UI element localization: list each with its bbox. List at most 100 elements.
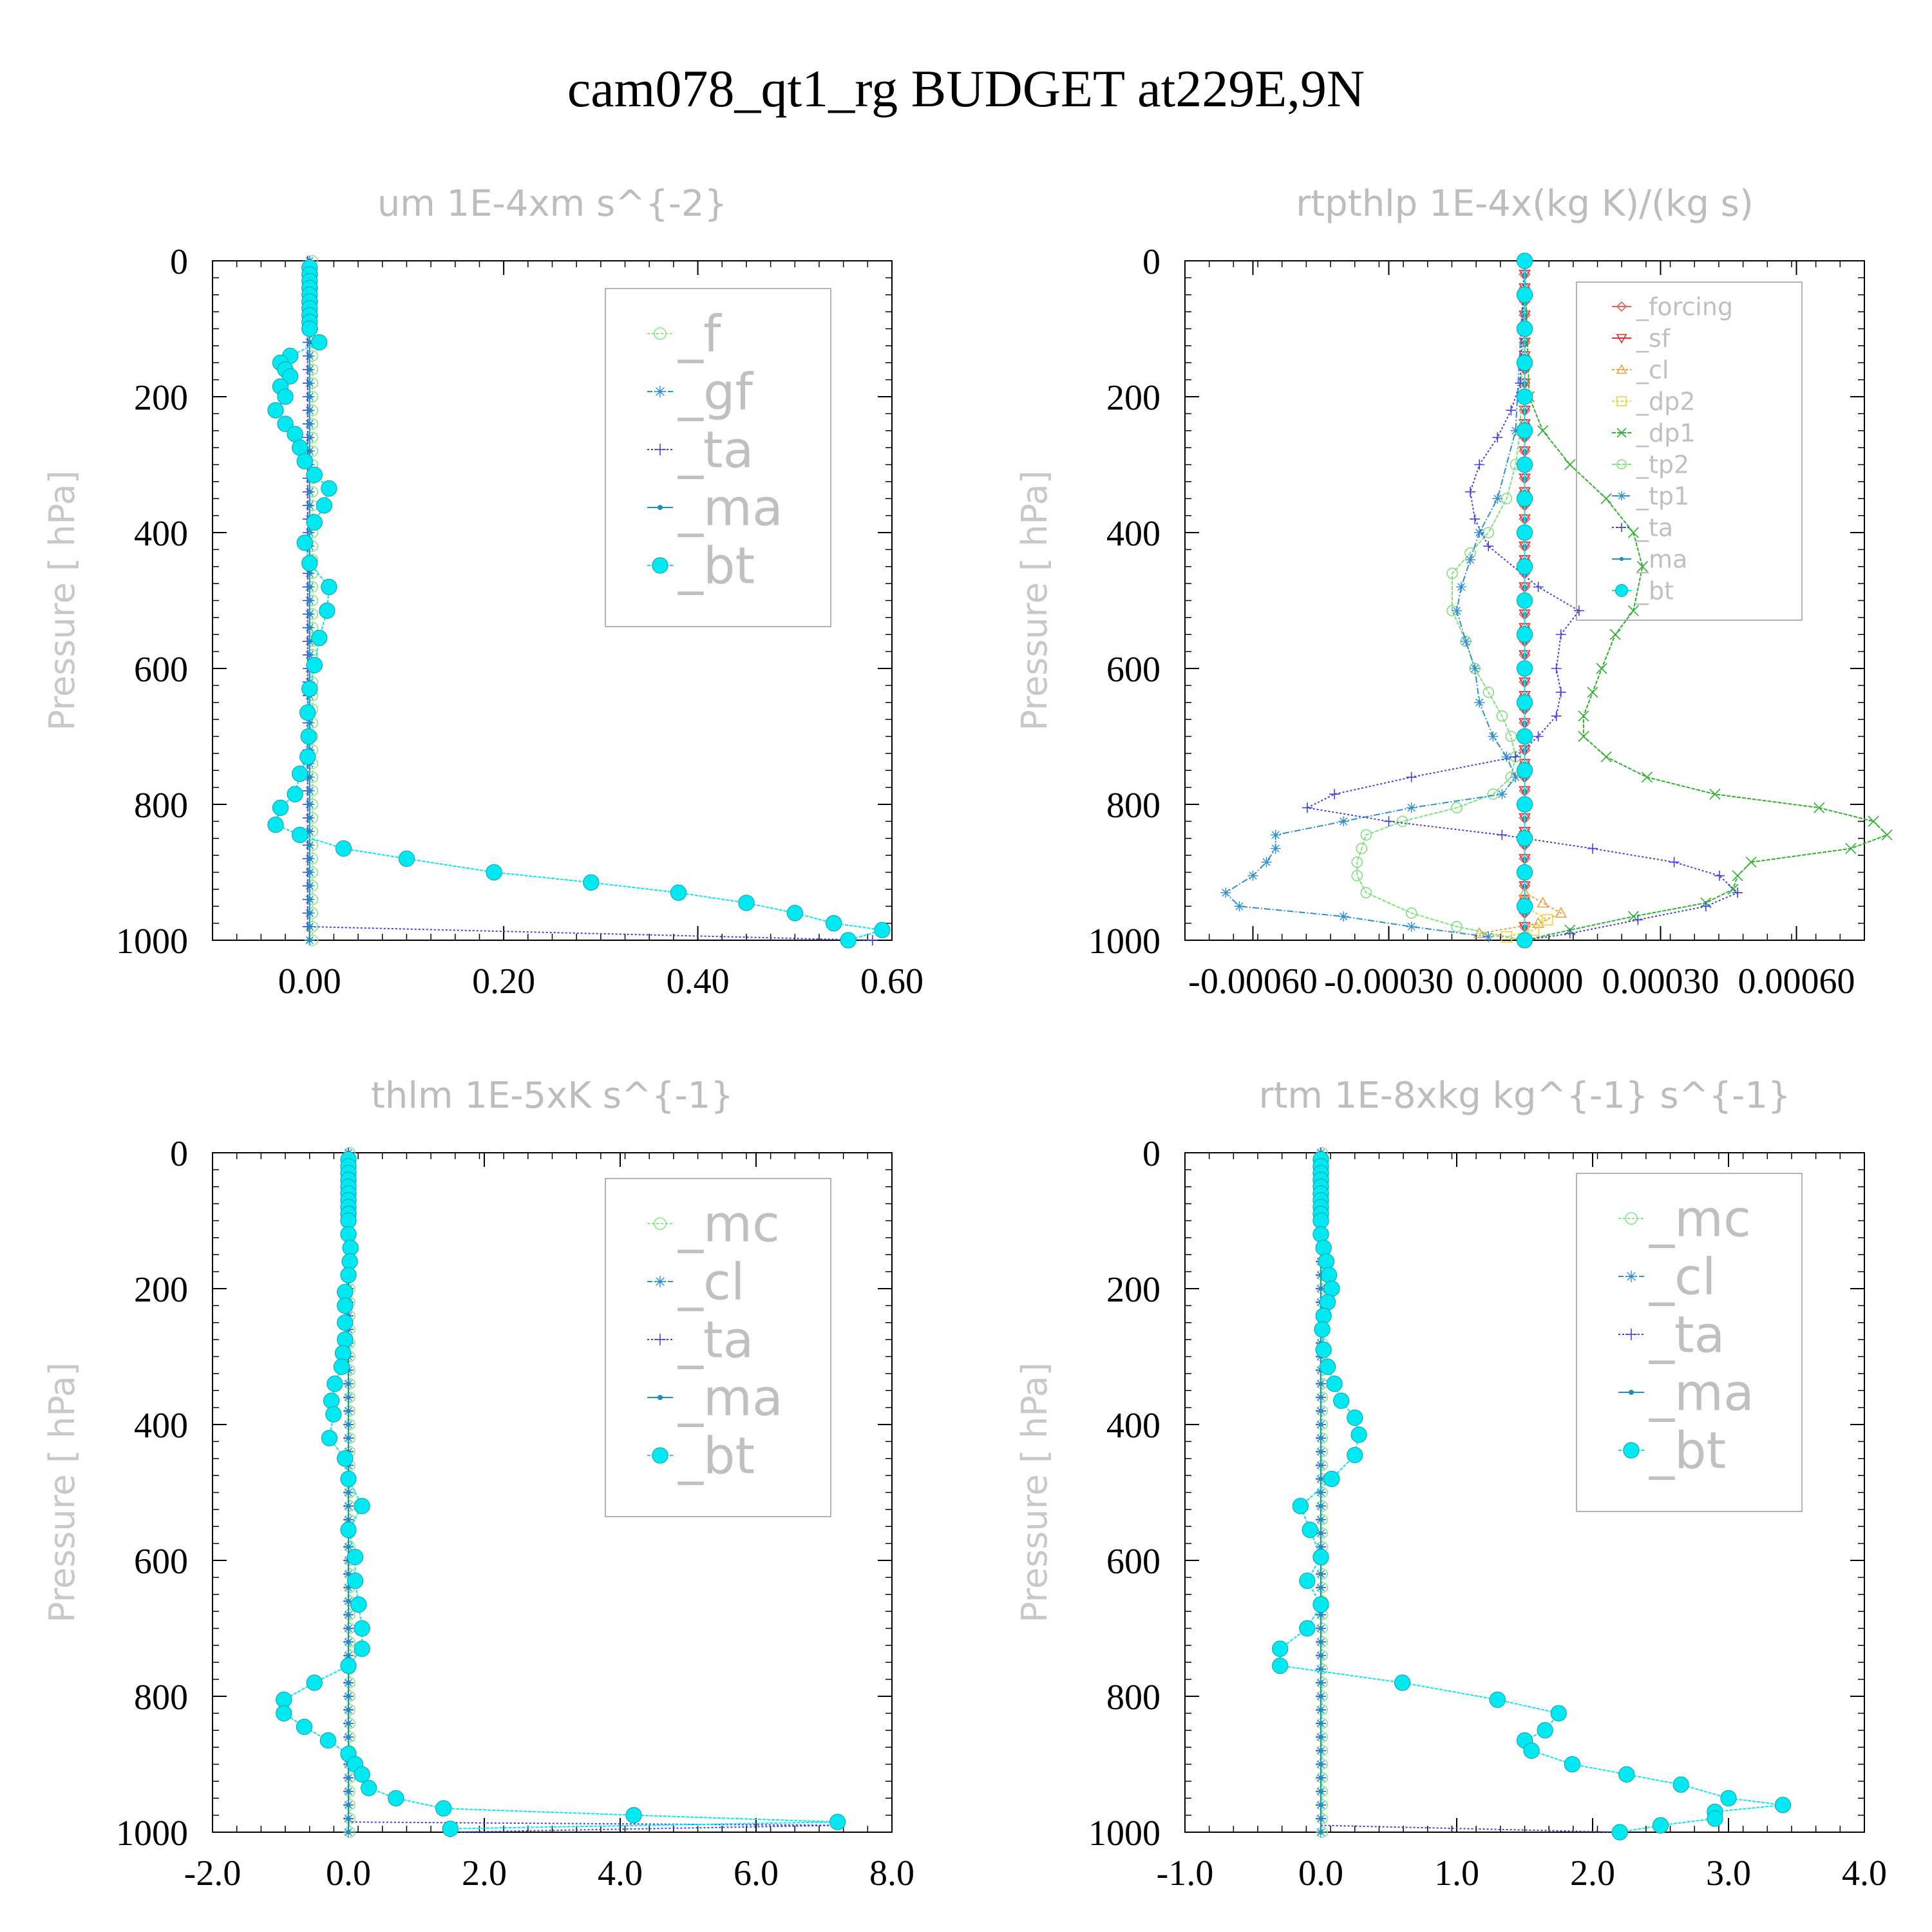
data-point: [1516, 694, 1533, 711]
data-point: [1299, 1573, 1316, 1589]
data-point: [1318, 1585, 1323, 1590]
legend-marker: [1616, 364, 1627, 374]
data-point: [267, 817, 284, 833]
data-point: [306, 466, 323, 483]
legend-box: [1576, 281, 1803, 621]
data-point: [486, 864, 502, 881]
data-point: [1483, 541, 1494, 552]
data-point: [1318, 1776, 1323, 1781]
data-point: [346, 1549, 364, 1566]
panel-title: rtpthlp 1E-4x(kg K)/(kg s): [1296, 183, 1754, 225]
data-point: [1315, 1240, 1332, 1256]
data-point: [1465, 486, 1476, 497]
data-point: [1587, 843, 1598, 854]
data-point: [583, 874, 600, 891]
data-point: [307, 652, 312, 658]
data-point: [307, 625, 312, 630]
data-point: [354, 1766, 370, 1783]
data-point: [1314, 1321, 1331, 1338]
data-point: [1516, 728, 1533, 745]
data-point: [1360, 887, 1372, 898]
data-point: [346, 1598, 351, 1604]
data-point: [307, 924, 312, 929]
data-point: [1555, 687, 1566, 697]
data-point: [346, 1707, 351, 1712]
data-point: [1596, 663, 1607, 674]
data-point: [1319, 1294, 1336, 1311]
legend: _mc_cl_ta_ma_bt: [605, 1178, 831, 1517]
y-tick-label: 200: [134, 1270, 188, 1310]
x-tick-label: 0.0: [326, 1853, 371, 1893]
data-point: [296, 453, 313, 469]
legend-marker: [1616, 301, 1627, 312]
legend-label: _ma: [1649, 1364, 1754, 1422]
data-point: [1318, 1531, 1323, 1536]
data-point: [1347, 1446, 1363, 1464]
legend-label: _gf: [677, 363, 754, 421]
data-point: [829, 1814, 846, 1830]
data-point: [346, 1381, 351, 1387]
data-point: [346, 1640, 351, 1645]
y-tick-label: 400: [1106, 514, 1160, 554]
data-point: [346, 1422, 351, 1427]
data-point: [1326, 1376, 1343, 1392]
panel-4: rtm 1E-8xkg kg^{-1} s^{-1} Pressure [ hPa…: [1014, 1075, 1887, 1893]
data-point: [1318, 1571, 1323, 1577]
data-point: [1627, 527, 1639, 538]
data-point: [1318, 1612, 1323, 1617]
data-point: [1492, 493, 1503, 504]
data-point: [346, 1816, 351, 1821]
data-point: [307, 775, 312, 780]
data-point: [1587, 687, 1598, 698]
data-point: [1541, 914, 1553, 926]
data-point: [1318, 1286, 1323, 1291]
data-point: [307, 381, 312, 386]
data-point: [1516, 864, 1533, 881]
data-point: [277, 415, 294, 432]
data-point: [346, 1776, 351, 1781]
y-tick-label: 200: [134, 378, 188, 418]
legend: _forcing _sf _cl _dp2 _dp1 _tp2 _tp1 _ta _ma _bt: [1576, 281, 1803, 621]
data-point: [1318, 1490, 1323, 1495]
data-point: [301, 681, 318, 697]
data-point: [319, 1732, 337, 1749]
figure-title: cam078_qt1_rg BUDGET at229E,9N: [567, 59, 1365, 118]
data-point: [1318, 1694, 1323, 1699]
data-point: [1537, 425, 1549, 437]
data-point: [334, 1345, 352, 1361]
data-point: [625, 1806, 642, 1824]
data-point: [1709, 788, 1721, 800]
data-point: [1318, 1422, 1323, 1427]
data-point: [1578, 710, 1589, 722]
y-axis-label: Pressure [ hPa]: [42, 470, 82, 731]
data-point: [1312, 1596, 1329, 1613]
legend-box: [1576, 1173, 1803, 1512]
legend: _f_gf_ta_ma_bt: [605, 288, 831, 627]
data-point: [1318, 1625, 1323, 1631]
data-point: [1652, 1817, 1669, 1834]
data-point: [867, 935, 878, 945]
data-point: [1516, 830, 1533, 847]
data-point: [341, 1253, 358, 1270]
data-point: [1868, 815, 1879, 827]
data-point: [1350, 1426, 1367, 1443]
panel-3: thlm 1E-5xK s^{-1} Pressure [ hPa] 0 200 400…: [42, 1075, 914, 1893]
legend-label: _bt: [1636, 576, 1674, 605]
data-point: [1714, 870, 1725, 881]
data-point: [1220, 887, 1231, 898]
legend-marker: [1616, 396, 1627, 406]
data-point: [1516, 354, 1533, 371]
data-point: [350, 1596, 367, 1613]
data-point: [1318, 1449, 1323, 1454]
legend-label: _ma: [677, 1369, 783, 1427]
legend-label: _ma: [1636, 545, 1687, 573]
y-tick-label: 600: [134, 1542, 188, 1582]
data-point: [1482, 687, 1495, 698]
legend-label: _mc: [1649, 1190, 1751, 1248]
data-point: [1474, 527, 1485, 538]
data-point: [1641, 772, 1653, 783]
legend-label: _cl: [1636, 355, 1669, 384]
x-tick-label: -0.00060: [1188, 961, 1318, 1001]
series-group: [1272, 1147, 1792, 1841]
data-point: [1351, 856, 1363, 868]
